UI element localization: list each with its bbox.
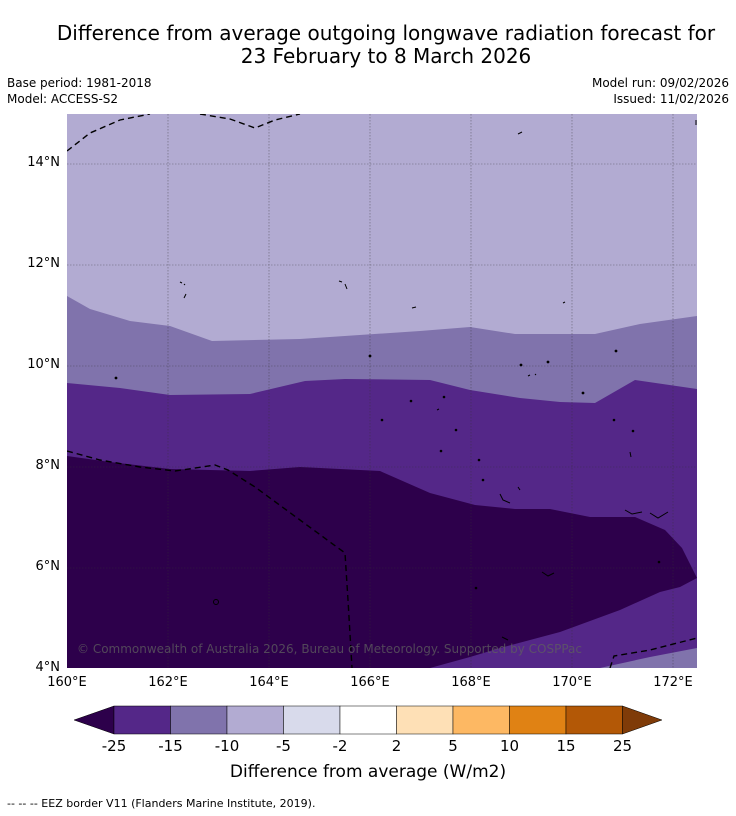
title-line-1: Difference from average outgoing longwav… (56, 21, 716, 45)
eez-borders (67, 114, 697, 668)
cb-tick: -25 (101, 737, 127, 755)
grid-lines (67, 114, 697, 668)
meta-right: Model run: 09/02/2026 Issued: 11/02/2026 (592, 75, 729, 107)
colorbar-swatch (226, 705, 284, 735)
meta-left: Base period: 1981-2018 Model: ACCESS-S2 (7, 75, 152, 107)
lat-label-10n: 10°N (27, 357, 60, 372)
title-line-2: 23 February to 8 March 2026 (240, 44, 532, 68)
cb-tick: 2 (391, 737, 402, 755)
colorbar-swatch (283, 705, 341, 735)
cb-tick: -10 (214, 737, 240, 755)
cb-tick: -5 (276, 737, 291, 755)
lon-label-168e: 168°E (451, 675, 491, 690)
issued-date: Issued: 11/02/2026 (613, 92, 729, 106)
eez-legend-note: -- -- -- EEZ border V11 (Flanders Marine… (7, 797, 316, 810)
model-run: Model run: 09/02/2026 (591, 76, 729, 90)
lon-label-162e: 162°E (148, 675, 188, 690)
colorbar-swatch (396, 705, 454, 735)
colorbar-swatches (73, 705, 663, 735)
lon-label-160e: 160°E (47, 675, 87, 690)
band-below-minus25 (67, 456, 697, 668)
model-name: Model: ACCESS-S2 (7, 92, 119, 106)
colorbar-title: Difference from average (W/m2) (229, 762, 507, 782)
cb-tick: 25 (612, 737, 633, 755)
colorbar-swatch (339, 705, 397, 735)
island-markers (114, 120, 697, 641)
lat-label-6n: 6°N (35, 559, 61, 574)
cb-tick: 10 (499, 737, 520, 755)
chart-title: Difference from average outgoing longwav… (40, 22, 732, 68)
lon-label-170e: 170°E (552, 675, 592, 690)
colorbar-swatch (170, 705, 228, 735)
base-period: Base period: 1981-2018 (7, 76, 152, 90)
lon-label-166e: 166°E (350, 675, 390, 690)
lat-label-4n: 4°N (35, 660, 61, 675)
lat-label-8n: 8°N (35, 458, 61, 473)
cb-tick: -2 (332, 737, 348, 755)
copyright-watermark: © Commonwealth of Australia 2026, Bureau… (77, 642, 582, 656)
colorbar-extend-low (73, 705, 115, 735)
cb-tick: -15 (158, 737, 183, 755)
colorbar-swatch (452, 705, 510, 735)
lat-label-12n: 12°N (27, 256, 60, 271)
lon-label-172e: 172°E (653, 675, 693, 690)
colorbar-swatch (509, 705, 567, 735)
colorbar-swatch (113, 705, 171, 735)
lon-label-164e: 164°E (249, 675, 289, 690)
cb-tick: 5 (448, 737, 458, 755)
lat-label-14n: 14°N (27, 155, 60, 170)
colorbar-extend-high (622, 705, 663, 735)
colorbar-swatch (565, 705, 623, 735)
cb-tick: 15 (556, 737, 576, 755)
